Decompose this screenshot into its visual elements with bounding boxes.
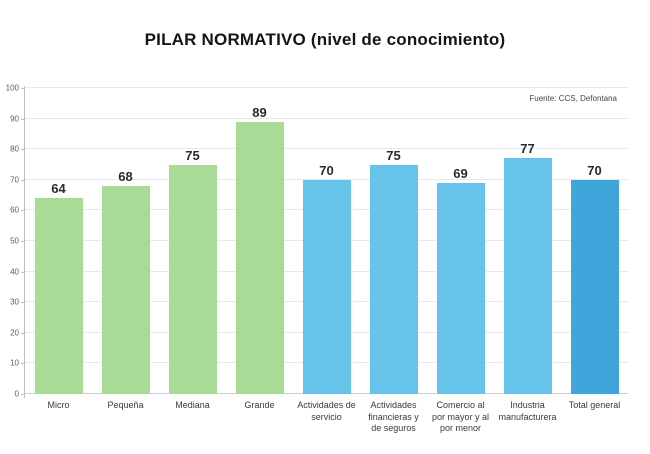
- y-tick-mark-10: [21, 363, 25, 365]
- y-tick-label-60: 60: [10, 205, 19, 215]
- gridline-80: [25, 148, 628, 150]
- bar: [302, 179, 351, 394]
- bar-value-label: 70: [319, 162, 334, 178]
- y-tick-mark-0: [21, 394, 25, 395]
- y-tick-label-10: 10: [10, 358, 19, 368]
- y-tick-label-40: 40: [10, 267, 19, 277]
- bar: [570, 179, 619, 394]
- bar-column: 70: [293, 88, 360, 394]
- bar-column: 68: [92, 88, 159, 394]
- bar: [101, 185, 150, 394]
- bar: [168, 164, 217, 394]
- bar-value-label: 89: [252, 104, 267, 120]
- bar: [369, 164, 418, 394]
- chart-title: PILAR NORMATIVO (nivel de conocimiento): [144, 30, 506, 49]
- bar-value-label: 70: [587, 162, 602, 178]
- bar-value-label: 75: [386, 147, 401, 163]
- x-axis-label: Actividades financieras y de seguros: [368, 400, 419, 434]
- y-tick-label-90: 90: [10, 114, 19, 124]
- bar: [34, 198, 83, 394]
- y-tick-mark-100: [21, 88, 25, 89]
- x-axis-label: Industria manufacturera: [498, 400, 557, 422]
- bar-value-label: 68: [118, 168, 133, 184]
- bar-value-label: 64: [51, 181, 66, 197]
- gridline-70: [25, 178, 628, 180]
- bar-value-label: 77: [520, 141, 535, 157]
- plot-area: 64 68 75 89 70 75 69 77 70: [25, 87, 628, 394]
- gridline-100: [25, 87, 628, 88]
- bar: [235, 121, 284, 394]
- y-tick-label-20: 20: [10, 328, 19, 338]
- bar-column: 70: [561, 88, 628, 394]
- y-tick-label-100: 100: [5, 83, 19, 93]
- x-axis-labels: Micro Pequeña Mediana Grande Actividades de …: [25, 400, 628, 435]
- x-axis-label: Mediana: [175, 400, 210, 410]
- y-tick-mark-30: [21, 302, 25, 304]
- bar: [503, 158, 552, 394]
- y-tick-mark-90: [21, 118, 25, 120]
- y-tick-label-30: 30: [10, 297, 19, 307]
- y-tick-mark-80: [21, 149, 25, 151]
- bars-row: 64 68 75 89 70 75 69 77 70: [25, 88, 628, 394]
- bar-column: 77: [494, 88, 561, 394]
- bar-value-label: 69: [453, 165, 468, 181]
- y-tick-mark-40: [21, 271, 25, 273]
- bar-column: 69: [427, 88, 494, 394]
- y-tick-label-70: 70: [10, 175, 19, 185]
- y-tick-mark-50: [21, 241, 25, 242]
- gridline-90: [25, 117, 628, 119]
- y-tick-mark-70: [21, 179, 25, 181]
- x-axis-label: Comercio al por mayor y al por menor: [431, 400, 490, 434]
- y-tick-label-80: 80: [10, 144, 19, 154]
- bar-value-label: 75: [185, 147, 200, 163]
- bar-column: 64: [25, 88, 92, 394]
- x-axis-label: Pequeña: [107, 400, 144, 410]
- y-tick-label-0: 0: [14, 389, 19, 399]
- bar-column: 89: [226, 88, 293, 394]
- x-axis-label: Total general: [568, 400, 621, 410]
- y-axis-line: [24, 86, 25, 398]
- y-tick-label-50: 50: [10, 236, 19, 246]
- y-tick-mark-60: [21, 210, 25, 212]
- source-note: Fuente: CCS, Defontana: [529, 94, 617, 103]
- x-axis-label: Micro: [47, 400, 70, 410]
- bar: [436, 182, 485, 394]
- x-axis-label: Grande: [244, 400, 275, 410]
- x-axis-label: Actividades de servicio: [297, 400, 356, 422]
- bar-column: 75: [159, 88, 226, 394]
- bar-column: 75: [360, 88, 427, 394]
- y-tick-mark-20: [21, 332, 25, 334]
